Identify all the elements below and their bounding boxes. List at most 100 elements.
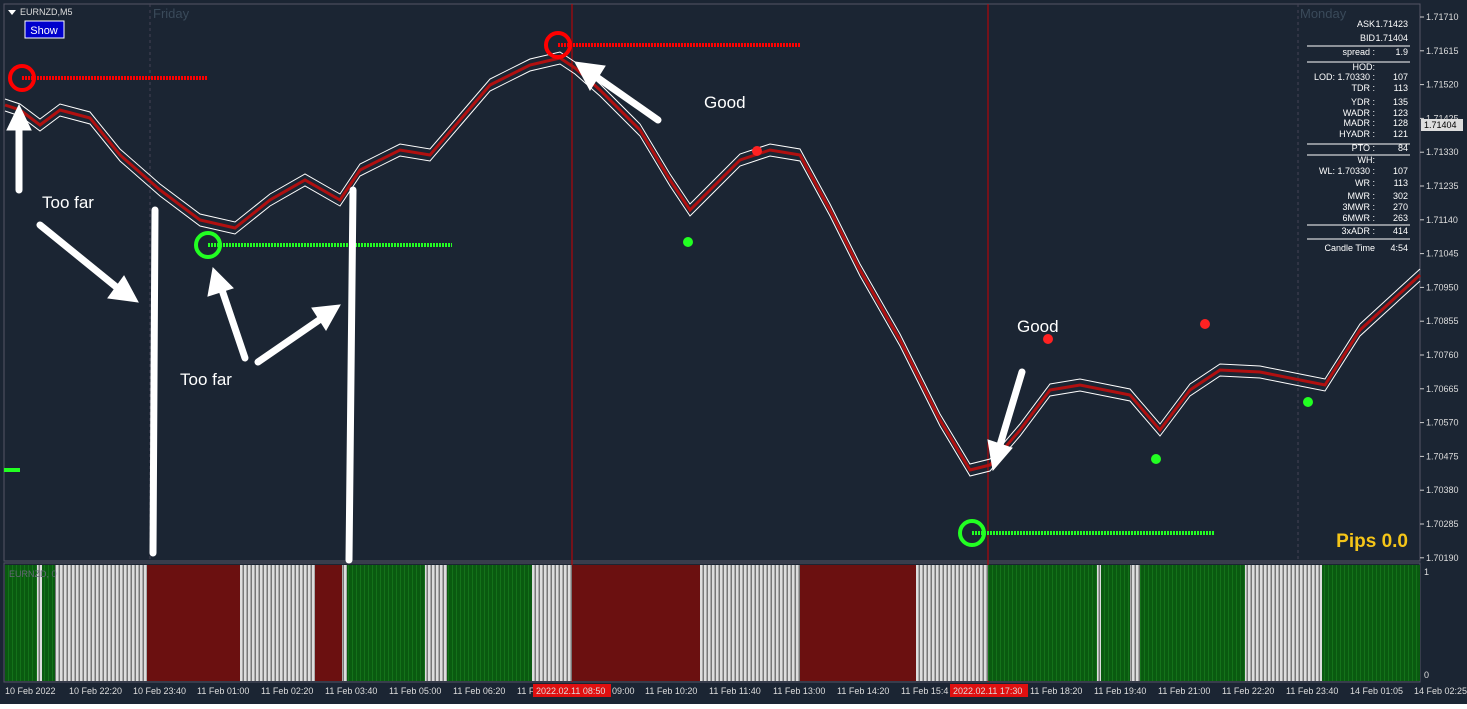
panel-value: 128: [1393, 118, 1408, 128]
current-price: 1.71404: [1424, 120, 1457, 130]
time-label: 10 Feb 23:40: [133, 686, 186, 696]
time-label: 11 Feb 14:20: [837, 686, 889, 696]
panel-value: 414: [1393, 226, 1408, 236]
indicator-block: [347, 565, 425, 681]
price-label: 1.70475: [1426, 451, 1459, 461]
indicator-block: [532, 565, 572, 681]
price-label: 1.70760: [1426, 350, 1459, 360]
price-label: 1.71520: [1426, 80, 1459, 90]
band: [4, 51, 1421, 465]
panel-label: 3xADR :: [1341, 226, 1375, 236]
indicator-block: [240, 565, 315, 681]
panel-label: YDR :: [1351, 97, 1375, 107]
price-label: 1.71235: [1426, 181, 1459, 191]
time-label: 10 Feb 22:20: [69, 686, 122, 696]
time-marker: 2022.02.11 08:50: [536, 686, 605, 696]
day-label: Monday: [1300, 6, 1347, 21]
show-button[interactable]: [24, 20, 65, 39]
signal-icon: [544, 31, 572, 59]
price-label: 1.71140: [1426, 215, 1458, 225]
price-label: 1.71710: [1426, 12, 1459, 22]
panel-label: MWR :: [1348, 191, 1376, 201]
indicator-block: [37, 565, 42, 681]
indicator-block: [42, 565, 55, 681]
panel-label: PTO :: [1352, 143, 1375, 153]
time-label: 11 Feb 19:40: [1094, 686, 1146, 696]
indicator-block: [1101, 565, 1130, 681]
panel-value: 1.9: [1395, 47, 1408, 57]
signal-icon: [8, 64, 36, 92]
indicator-label: EURNZD, 0: [9, 569, 57, 579]
price-label: 1.70855: [1426, 316, 1459, 326]
indicator-block: [1260, 565, 1322, 681]
pips-label: Pips 0.0: [1336, 531, 1408, 552]
annotation: Too far: [42, 193, 94, 212]
time-label: 11 Feb 02:20: [261, 686, 313, 696]
price-label: 1.71330: [1426, 147, 1459, 157]
panel-label: WADR :: [1343, 108, 1375, 118]
arrows: [6, 61, 1026, 564]
panel-value: 135: [1393, 97, 1408, 107]
time-label: 11 Feb 18:20: [1030, 686, 1082, 696]
indicator-block: [700, 565, 800, 681]
time-label: 11 Feb 15:4: [901, 686, 948, 696]
time-label: 11 Feb 03:40: [325, 686, 377, 696]
annotation: Good: [1017, 317, 1059, 336]
time-label: 10 Feb 2022: [5, 686, 56, 696]
time-label: 11 Feb 23:40: [1286, 686, 1338, 696]
indicator-block: [5, 565, 37, 681]
panel-value: 121: [1393, 129, 1408, 139]
panel-label: Candle Time: [1324, 243, 1375, 253]
signal-icon: [958, 519, 986, 547]
indicator-axis: 1: [1424, 567, 1429, 577]
indicator-block: [1097, 565, 1101, 681]
time-label: 11 Feb 05:00: [389, 686, 441, 696]
time-label: 11 Feb 21:00: [1158, 686, 1210, 696]
time-label: 11 Feb 13:00: [773, 686, 825, 696]
panel-label: HOD:: [1353, 62, 1376, 72]
time-label: 09:00: [612, 686, 635, 696]
panel-label: 6MWR :: [1343, 213, 1376, 223]
price-label: 1.71425: [1426, 113, 1459, 123]
panel-value: 302: [1393, 191, 1408, 201]
panel-value: 1.71423: [1375, 19, 1408, 29]
time-label: 11 Feb: [517, 686, 544, 696]
panel-value: 1.71404: [1375, 33, 1408, 43]
symbol-label: EURNZD,M5: [20, 7, 73, 17]
annotation: Good: [704, 93, 746, 112]
day-label: Friday: [153, 6, 190, 21]
time-label: 11 Feb 11:40: [709, 686, 761, 696]
time-label: 11 Feb 22:20: [1222, 686, 1274, 696]
dot: [1200, 319, 1210, 329]
indicator-block: [55, 565, 147, 681]
indicator-block: [916, 565, 988, 681]
time-marker-box: [533, 684, 611, 697]
dot: [752, 146, 762, 156]
panel-value: 4:54: [1390, 243, 1408, 253]
price-bands: [4, 51, 1422, 477]
panel-label: WL: 1.70330 :: [1319, 166, 1375, 176]
time-marker: 2022.02.11 17:30: [953, 686, 1022, 696]
price-label: 1.71615: [1426, 46, 1459, 56]
panel-value: 113: [1394, 83, 1408, 93]
panel-label: WR :: [1355, 178, 1375, 188]
price-label: 1.70665: [1426, 384, 1459, 394]
indicator-block: [1130, 565, 1140, 681]
levels: [4, 31, 1313, 547]
panel-label: BID: [1360, 33, 1376, 43]
panel-label: HYADR :: [1339, 129, 1375, 139]
panel-value: 123: [1393, 108, 1408, 118]
time-marker-box: [950, 684, 1028, 697]
panel-label: TDR :: [1352, 83, 1376, 93]
panel-label: spread :: [1342, 47, 1375, 57]
indicator-block: [1245, 565, 1260, 681]
time-label: 11 Feb 01:00: [197, 686, 249, 696]
indicator-block: [315, 565, 342, 681]
panel-label: WH:: [1358, 155, 1376, 165]
time-label: 11 Feb 10:20: [645, 686, 697, 696]
indicator-block: [342, 565, 347, 681]
panel-value: 113: [1394, 178, 1408, 188]
indicator-block: [447, 565, 532, 681]
price-label: 1.70285: [1426, 519, 1459, 529]
